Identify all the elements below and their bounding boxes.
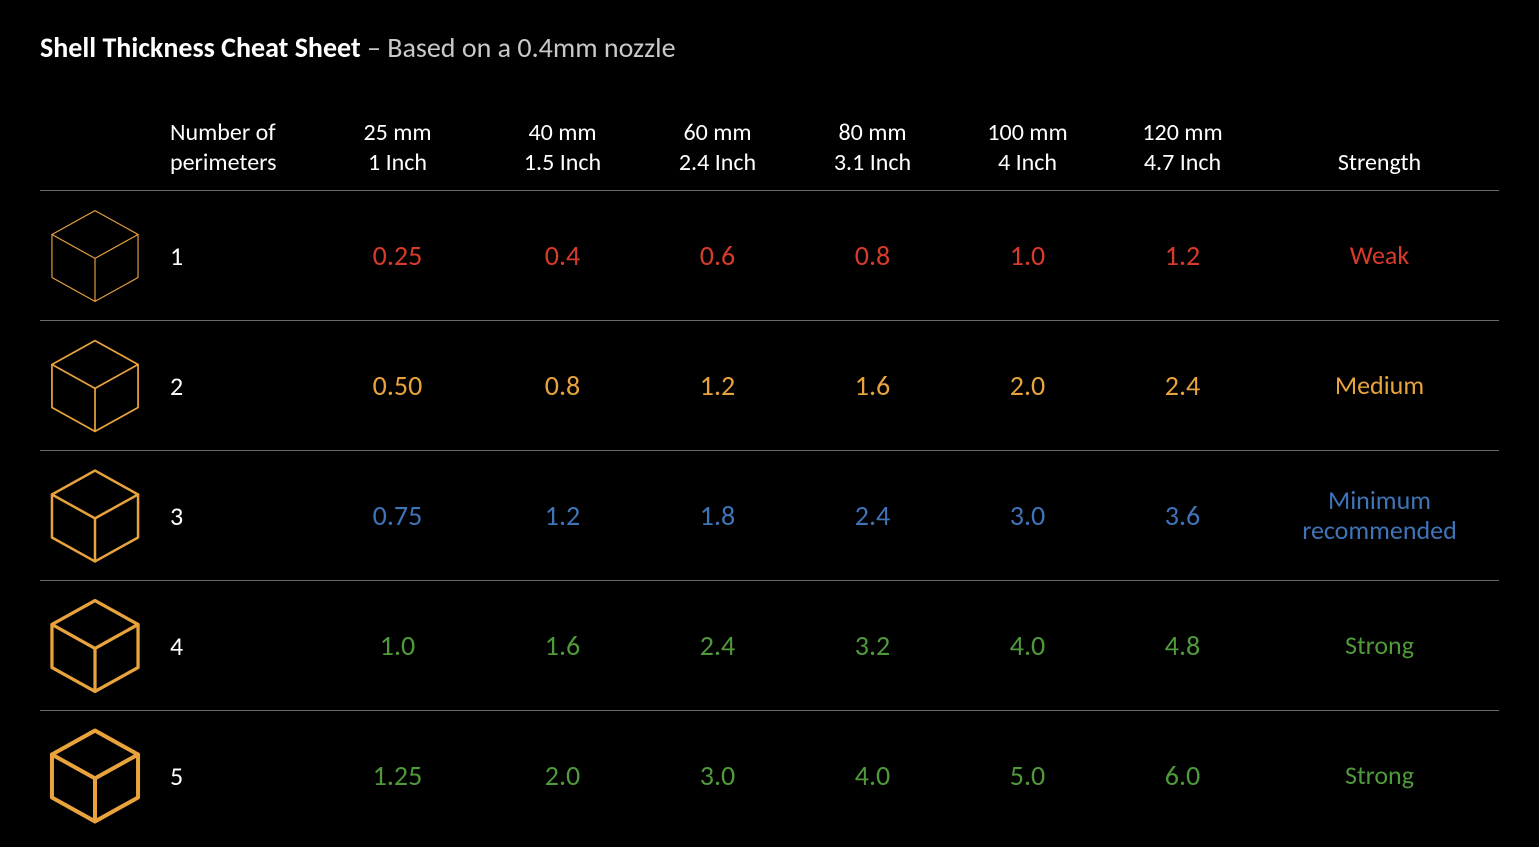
thickness-value: 1.8 — [640, 498, 795, 533]
table-row: 30.751.21.82.43.03.6Minimumrecommended — [40, 450, 1499, 580]
table-header-row: Number of perimeters 25 mm 1 Inch 40 mm … — [40, 50, 1499, 190]
thickness-value: 3.6 — [1105, 498, 1260, 533]
header-diameter-bottom: 3.1 Inch — [834, 148, 911, 178]
header-diameter-1: 25 mm 1 Inch — [310, 118, 485, 178]
cube-icon — [46, 461, 144, 571]
cube-wrap — [40, 591, 150, 701]
thickness-value: 1.0 — [950, 238, 1105, 273]
header-diameter-bottom: 1.5 Inch — [524, 148, 601, 178]
thickness-value: 2.0 — [485, 758, 640, 793]
header-diameter-3: 60 mm 2.4 Inch — [640, 118, 795, 178]
header-diameter-top: 60 mm — [683, 118, 751, 148]
thickness-value: 0.25 — [310, 238, 485, 273]
thickness-value: 1.0 — [310, 628, 485, 663]
thickness-value: 4.0 — [950, 628, 1105, 663]
row-cube-cell — [40, 201, 170, 311]
table: Number of perimeters 25 mm 1 Inch 40 mm … — [40, 50, 1499, 840]
cube-wrap — [40, 201, 150, 311]
thickness-value: 6.0 — [1105, 758, 1260, 793]
thickness-value: 2.4 — [640, 628, 795, 663]
header-strength-label: Strength — [1338, 148, 1421, 178]
thickness-value: 3.2 — [795, 628, 950, 663]
thickness-value: 0.8 — [485, 368, 640, 403]
thickness-value: 1.2 — [1105, 238, 1260, 273]
table-body: 10.250.40.60.81.01.2Weak 20.500.81.21.62… — [40, 190, 1499, 840]
cube-icon — [46, 591, 144, 701]
header-perimeters-line2: perimeters — [170, 148, 276, 178]
thickness-value: 5.0 — [950, 758, 1105, 793]
perimeters-value: 5 — [170, 760, 310, 792]
strength-label: Strong — [1260, 631, 1499, 661]
thickness-value: 3.0 — [640, 758, 795, 793]
perimeters-value: 1 — [170, 240, 310, 272]
cube-wrap — [40, 461, 150, 571]
header-diameter-top: 80 mm — [838, 118, 906, 148]
thickness-value: 1.6 — [485, 628, 640, 663]
header-diameter-top: 25 mm — [363, 118, 431, 148]
header-diameter-top: 40 mm — [528, 118, 596, 148]
header-perimeters-line1: Number of — [170, 118, 276, 148]
thickness-value: 0.8 — [795, 238, 950, 273]
table-row: 20.500.81.21.62.02.4Medium — [40, 320, 1499, 450]
cube-icon — [46, 331, 144, 441]
header-strength: Strength — [1260, 148, 1499, 178]
header-diameter-bottom: 2.4 Inch — [679, 148, 756, 178]
table-row: 51.252.03.04.05.06.0Strong — [40, 710, 1499, 840]
thickness-value: 2.0 — [950, 368, 1105, 403]
header-diameter-bottom: 1 Inch — [368, 148, 427, 178]
thickness-value: 4.0 — [795, 758, 950, 793]
row-cube-cell — [40, 461, 170, 571]
thickness-value: 1.2 — [640, 368, 795, 403]
row-cube-cell — [40, 721, 170, 831]
thickness-value: 0.75 — [310, 498, 485, 533]
header-diameter-bottom: 4.7 Inch — [1144, 148, 1221, 178]
thickness-value: 0.50 — [310, 368, 485, 403]
thickness-value: 2.4 — [1105, 368, 1260, 403]
row-cube-cell — [40, 591, 170, 701]
thickness-value: 0.6 — [640, 238, 795, 273]
cube-icon — [46, 721, 144, 831]
header-diameter-top: 100 mm — [987, 118, 1067, 148]
thickness-value: 4.8 — [1105, 628, 1260, 663]
cube-icon — [46, 201, 144, 311]
thickness-value: 3.0 — [950, 498, 1105, 533]
header-diameter-2: 40 mm 1.5 Inch — [485, 118, 640, 178]
perimeters-value: 4 — [170, 630, 310, 662]
header-diameter-4: 80 mm 3.1 Inch — [795, 118, 950, 178]
cube-wrap — [40, 331, 150, 441]
perimeters-value: 3 — [170, 500, 310, 532]
strength-label: Medium — [1260, 371, 1499, 401]
header-perimeters: Number of perimeters — [170, 118, 310, 178]
thickness-value: 0.4 — [485, 238, 640, 273]
strength-label: Weak — [1260, 241, 1499, 271]
header-diameter-bottom: 4 Inch — [998, 148, 1057, 178]
thickness-value: 2.4 — [795, 498, 950, 533]
thickness-value: 1.25 — [310, 758, 485, 793]
header-diameter-6: 120 mm 4.7 Inch — [1105, 118, 1260, 178]
cube-wrap — [40, 721, 150, 831]
page-root: Shell Thickness Cheat Sheet – Based on a… — [0, 0, 1539, 847]
row-cube-cell — [40, 331, 170, 441]
strength-label: Strong — [1260, 761, 1499, 791]
perimeters-value: 2 — [170, 370, 310, 402]
thickness-value: 1.2 — [485, 498, 640, 533]
header-diameter-5: 100 mm 4 Inch — [950, 118, 1105, 178]
header-diameter-top: 120 mm — [1142, 118, 1222, 148]
thickness-value: 1.6 — [795, 368, 950, 403]
table-row: 41.01.62.43.24.04.8Strong — [40, 580, 1499, 710]
strength-label: Minimumrecommended — [1260, 486, 1499, 546]
table-row: 10.250.40.60.81.01.2Weak — [40, 190, 1499, 320]
